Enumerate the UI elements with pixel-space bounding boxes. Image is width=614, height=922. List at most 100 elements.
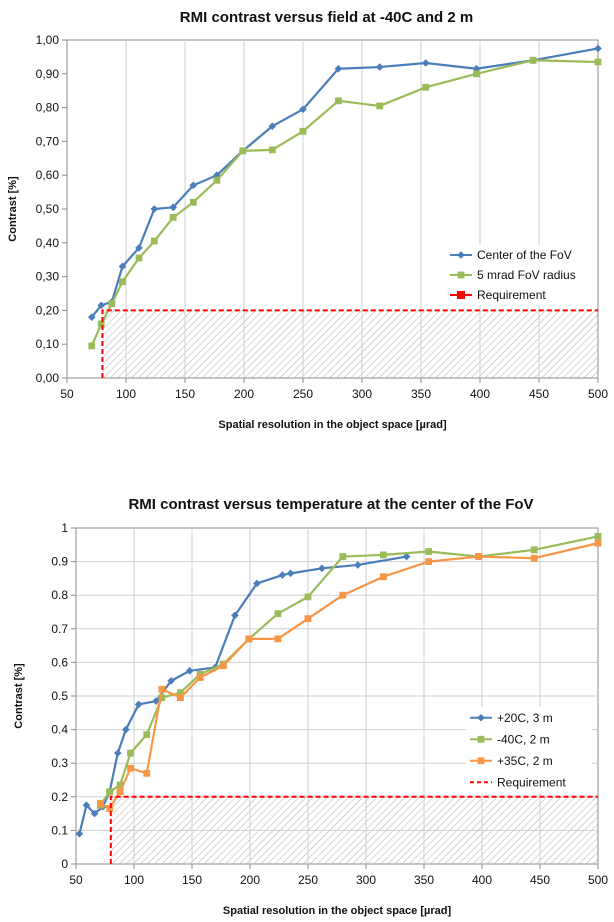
data-point-square [158,685,166,693]
data-point-diamond [167,677,175,685]
data-point-diamond [118,262,127,271]
x-tick-label: 500 [588,387,608,401]
data-point-square [425,548,433,555]
y-tick-label: 0,80 [36,101,60,115]
data-point-square [304,615,312,623]
data-point-square [376,102,384,110]
data-point-diamond [189,181,198,190]
y-tick-label: 0.6 [51,655,68,669]
data-point-square [268,146,276,154]
legend-marker [477,713,485,722]
legend-box [466,707,592,793]
data-point-square [158,694,166,702]
data-point-square [335,97,342,105]
x-tick-label: 150 [175,387,195,401]
y-axis-label: Contrast [%] [13,663,25,729]
series-2 [88,56,602,350]
data-point-square [594,58,602,66]
data-point-square [299,127,307,135]
data-point-square [245,635,253,643]
data-point-diamond [253,579,261,588]
x-tick-label: 350 [414,873,434,887]
x-tick-label: 300 [352,387,372,401]
data-point-square [594,533,602,540]
x-tick-label: 50 [69,873,83,887]
x-tick-label: 250 [293,387,313,401]
y-tick-label: 0,90 [36,67,60,81]
chart-1: 50 100 150 200 250 300 350 400 450 500 0,00 0,10 0,2… [7,9,608,431]
x-tick-label: 500 [588,873,608,887]
data-point-diamond [402,552,411,561]
x-tick-label: 300 [356,873,376,887]
y-tick-label: 0,40 [36,236,60,250]
y-tick-label: 0.3 [51,756,68,770]
data-point-square [529,56,537,64]
y-tick-label: 1 [61,521,68,535]
data-point-square [213,176,221,184]
x-tick-label: 150 [182,873,202,887]
legend-label: 5 mrad FoV radius [477,268,576,282]
data-point-diamond [334,64,343,73]
y-tick-label: 0,60 [36,168,60,182]
data-point-square [239,147,247,155]
data-point-square [116,788,124,796]
data-point-diamond [268,122,277,130]
x-tick-label: 100 [124,873,144,887]
data-point-square [116,781,124,789]
data-point-square [177,694,184,702]
data-point-square [422,83,430,91]
requirement-line [109,795,598,864]
data-point-square [339,591,347,599]
y-tick-label: 0.8 [51,588,68,602]
y-tick-label: 0.5 [51,689,68,703]
legend-label: Requirement [497,775,566,789]
data-point-diamond [421,59,430,67]
data-point-diamond [97,301,106,310]
data-point-square [530,554,538,562]
x-tick-label: 350 [411,387,431,401]
y-tick-label: 0,70 [36,134,60,148]
data-point-square [219,662,227,670]
y-tick-label: 0,10 [36,337,60,351]
data-point-square [119,278,126,286]
x-tick-label: 400 [472,873,492,887]
legend-marker [457,271,465,279]
data-point-square [380,551,387,559]
x-tick-label: 50 [60,387,74,401]
data-point-square [594,539,602,547]
y-tick-label: 0.1 [51,823,68,837]
data-point-diamond [75,829,84,838]
data-point-square [143,769,151,777]
data-point-square [169,214,177,221]
data-point-diamond [299,105,307,114]
data-point-square [108,300,116,308]
x-tick-label: 100 [116,387,136,401]
y-tick-label: 0,30 [36,270,60,284]
series-line [90,47,599,318]
data-point-square [425,558,433,565]
data-point-diamond [87,313,96,321]
data-point-diamond [278,571,287,579]
x-tick-label: 200 [240,873,260,887]
data-point-square [150,237,158,245]
y-tick-label: 0.9 [51,555,68,569]
data-point-diamond [185,667,194,675]
requirement-hatched-region [102,310,599,378]
legend-label: Center of the FoV [477,248,572,262]
series-line [78,555,407,835]
data-point-square [135,254,143,262]
y-tick-label: 0 [61,857,68,871]
data-point-square [339,553,347,560]
legend-label: +35C, 2 m [497,754,553,768]
data-point-diamond [90,809,99,818]
series-line [99,542,599,810]
legend-label: Requirement [477,288,546,302]
data-point-square [143,731,151,739]
data-point-square [106,788,114,796]
legend-label: +20C, 3 m [497,711,553,725]
data-point-diamond [113,749,122,757]
data-point-diamond [286,569,295,578]
chart-2: 50 100 150 200 250 300 350 400 450 500 0 0.1 0.2 0.3 0… [13,496,608,917]
